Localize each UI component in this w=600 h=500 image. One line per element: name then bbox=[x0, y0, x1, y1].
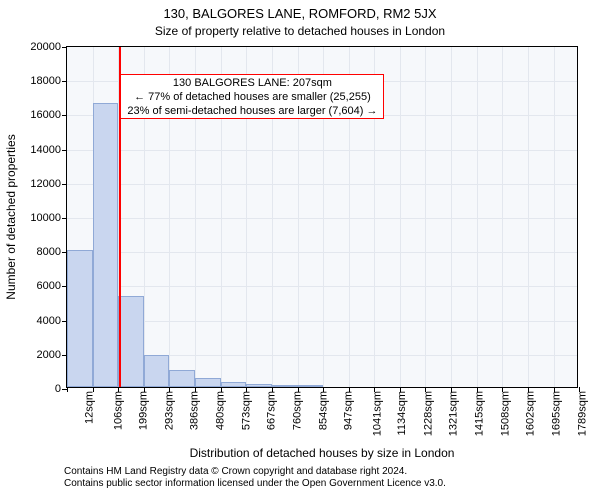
x-tick-mark bbox=[349, 387, 350, 392]
histogram-bar bbox=[169, 370, 195, 387]
x-tick-mark bbox=[93, 387, 94, 392]
x-tick-label: 1695sqm bbox=[550, 391, 562, 436]
x-tick-mark bbox=[118, 387, 119, 392]
histogram-bar bbox=[93, 103, 119, 387]
x-tick-label: 1134sqm bbox=[396, 391, 408, 435]
gridline-v bbox=[451, 47, 452, 387]
y-tick-mark bbox=[62, 150, 67, 151]
x-tick-mark bbox=[579, 387, 580, 392]
footer-attribution: Contains HM Land Registry data © Crown c… bbox=[0, 466, 600, 490]
x-tick-mark bbox=[400, 387, 401, 392]
gridline-v bbox=[477, 47, 478, 387]
gridline-v bbox=[502, 47, 503, 387]
x-tick-mark bbox=[298, 387, 299, 392]
x-tick-mark bbox=[451, 387, 452, 392]
histogram-bar bbox=[221, 382, 247, 387]
x-tick-mark bbox=[323, 387, 324, 392]
gridline-v bbox=[554, 47, 555, 387]
y-tick-mark bbox=[62, 218, 67, 219]
x-tick-mark bbox=[67, 387, 68, 392]
x-tick-label: 386sqm bbox=[189, 391, 201, 430]
gridline-v bbox=[528, 47, 529, 387]
x-tick-mark bbox=[246, 387, 247, 392]
histogram-bar bbox=[246, 384, 272, 387]
gridline-v bbox=[400, 47, 401, 387]
histogram-bar bbox=[195, 378, 221, 387]
x-tick-mark bbox=[374, 387, 375, 392]
annotation-line: ← 77% of detached houses are smaller (25… bbox=[127, 91, 377, 105]
x-tick-mark bbox=[221, 387, 222, 392]
x-tick-label: 947sqm bbox=[343, 391, 355, 430]
x-tick-label: 854sqm bbox=[317, 391, 329, 430]
page-title: 130, BALGORES LANE, ROMFORD, RM2 5JX bbox=[0, 6, 600, 21]
x-axis-title: Distribution of detached houses by size … bbox=[66, 446, 578, 460]
annotation-box: 130 BALGORES LANE: 207sqm← 77% of detach… bbox=[120, 74, 384, 118]
annotation-line: 130 BALGORES LANE: 207sqm bbox=[127, 77, 377, 91]
page-subtitle: Size of property relative to detached ho… bbox=[0, 24, 600, 38]
x-tick-mark bbox=[425, 387, 426, 392]
x-tick-label: 480sqm bbox=[215, 391, 227, 430]
x-tick-label: 1321sqm bbox=[448, 391, 460, 436]
chart-plot-area: 0200040006000800010000120001400016000180… bbox=[66, 46, 578, 388]
x-tick-label: 1415sqm bbox=[474, 391, 486, 436]
gridline-v bbox=[425, 47, 426, 387]
x-tick-label: 199sqm bbox=[138, 391, 150, 430]
footer-line-1: Contains HM Land Registry data © Crown c… bbox=[64, 466, 600, 478]
x-tick-label: 573sqm bbox=[240, 391, 252, 430]
x-tick-label: 1041sqm bbox=[371, 391, 383, 436]
histogram-bar bbox=[144, 355, 170, 387]
x-tick-mark bbox=[195, 387, 196, 392]
histogram-bar bbox=[118, 296, 144, 387]
annotation-line: 23% of semi-detached houses are larger (… bbox=[127, 105, 377, 119]
y-axis-title: Number of detached properties bbox=[4, 134, 18, 299]
y-tick-mark bbox=[62, 81, 67, 82]
histogram-bar bbox=[297, 385, 323, 387]
x-tick-label: 667sqm bbox=[266, 391, 278, 430]
y-tick-mark bbox=[62, 184, 67, 185]
x-tick-label: 760sqm bbox=[291, 391, 303, 430]
x-tick-mark bbox=[502, 387, 503, 392]
x-tick-label: 1602sqm bbox=[525, 391, 537, 436]
x-tick-label: 12sqm bbox=[84, 391, 96, 424]
histogram-bar bbox=[67, 250, 93, 387]
y-tick-mark bbox=[62, 115, 67, 116]
y-tick-mark bbox=[62, 47, 67, 48]
x-tick-label: 1228sqm bbox=[423, 391, 435, 436]
x-tick-label: 1789sqm bbox=[576, 391, 588, 436]
footer-line-2: Contains public sector information licen… bbox=[64, 478, 600, 490]
x-tick-label: 293sqm bbox=[163, 391, 175, 430]
x-tick-label: 106sqm bbox=[112, 391, 124, 430]
x-tick-mark bbox=[272, 387, 273, 392]
x-tick-mark bbox=[554, 387, 555, 392]
x-tick-mark bbox=[144, 387, 145, 392]
x-tick-mark bbox=[477, 387, 478, 392]
x-tick-mark bbox=[169, 387, 170, 392]
x-tick-label: 1508sqm bbox=[499, 391, 511, 436]
x-tick-mark bbox=[528, 387, 529, 392]
histogram-bar bbox=[272, 385, 298, 387]
page: { "title": "130, BALGORES LANE, ROMFORD,… bbox=[0, 0, 600, 500]
